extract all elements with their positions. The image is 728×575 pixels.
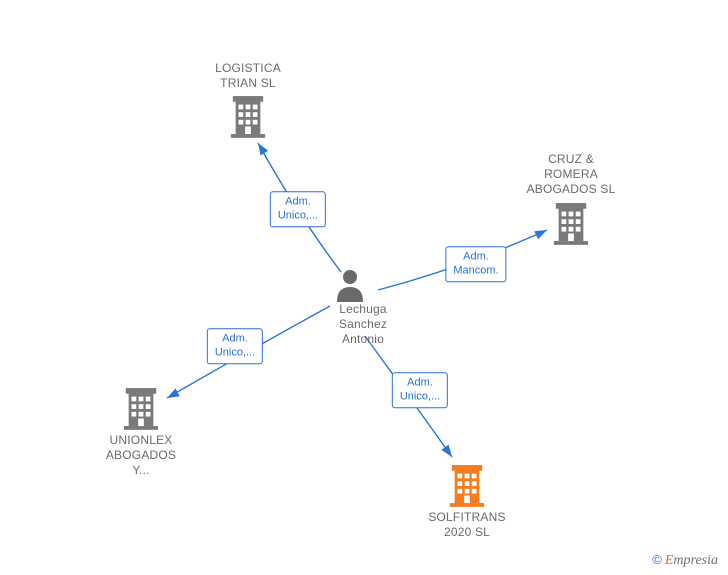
edge-arrowhead: [165, 388, 180, 402]
building-icon[interactable]: [552, 201, 590, 245]
watermark-brand-rest: mpresia: [673, 553, 718, 568]
building-icon[interactable]: [448, 463, 486, 507]
company-node-label: SOLFITRANS 2020 SL: [428, 510, 505, 540]
building-icon[interactable]: [122, 386, 160, 430]
edge-arrowhead: [254, 141, 268, 156]
edge-label[interactable]: Adm. Unico,...: [392, 372, 448, 408]
edge-label[interactable]: Adm. Mancom.: [445, 246, 506, 282]
company-node-label: CRUZ & ROMERA ABOGADOS SL: [527, 152, 616, 197]
edge-arrowhead: [441, 445, 455, 460]
watermark: ©Empresia: [652, 551, 718, 569]
edge-arrowhead: [534, 226, 549, 239]
company-node-label: LOGISTICA TRIAN SL: [215, 61, 281, 91]
person-icon[interactable]: [335, 268, 365, 302]
building-icon[interactable]: [229, 94, 267, 138]
center-node-label: Lechuga Sanchez Antonio: [339, 302, 387, 347]
company-node-label: UNIONLEX ABOGADOS Y...: [106, 433, 176, 478]
copyright-symbol: ©: [652, 552, 662, 567]
edge-label[interactable]: Adm. Unico,...: [207, 328, 263, 364]
edge-label[interactable]: Adm. Unico,...: [270, 191, 326, 227]
